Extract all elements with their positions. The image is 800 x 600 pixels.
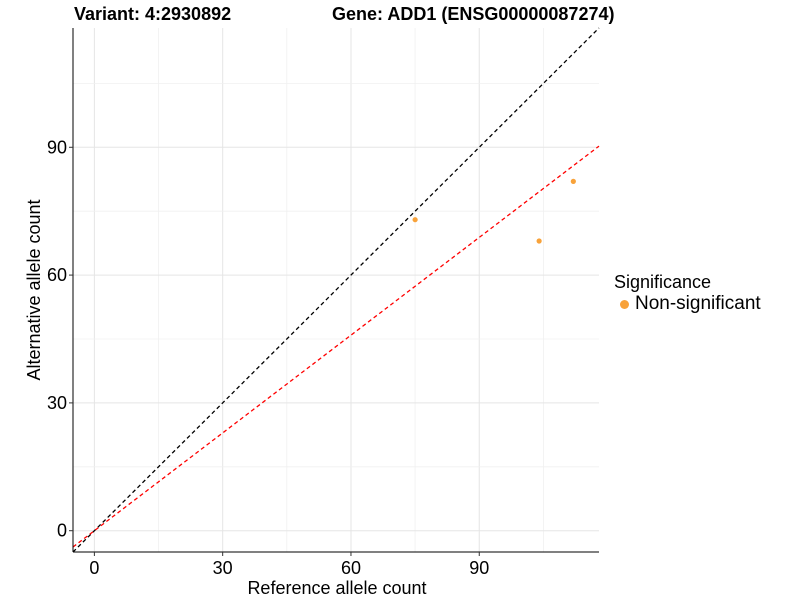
tick-labels: 0 30 60 90 0 30 60 90 [47, 137, 489, 578]
x-tick-label: 60 [341, 558, 361, 578]
axes [69, 28, 599, 556]
x-axis-title: Reference allele count [247, 578, 426, 598]
x-tick-label: 0 [89, 558, 99, 578]
grid-lines [73, 28, 599, 552]
reference-line-y-x [72, 27, 600, 553]
legend-label: Non-significant [635, 293, 761, 314]
legend-item-non-significant: Non-significant [614, 293, 761, 315]
y-axis-title: Alternative allele count [24, 199, 44, 380]
y-tick-label: 30 [47, 393, 67, 413]
legend-title: Significance [614, 272, 712, 292]
reference-lines [72, 27, 600, 553]
y-tick-label: 90 [47, 137, 67, 157]
data-point [570, 178, 576, 184]
reference-line-fitted [72, 145, 600, 548]
legend-marker [620, 299, 629, 309]
x-tick-label: 30 [213, 558, 233, 578]
data-point [536, 238, 542, 244]
y-tick-label: 0 [57, 521, 67, 541]
chart-title-gene: Gene: ADD1 (ENSG00000087274) [332, 4, 615, 24]
y-tick-label: 60 [47, 265, 67, 285]
x-tick-label: 90 [469, 558, 489, 578]
data-point [412, 217, 418, 223]
chart-title-variant: Variant: 4:2930892 [74, 4, 232, 24]
legend: Significance Non-significant [614, 272, 761, 315]
data-points [412, 178, 576, 244]
